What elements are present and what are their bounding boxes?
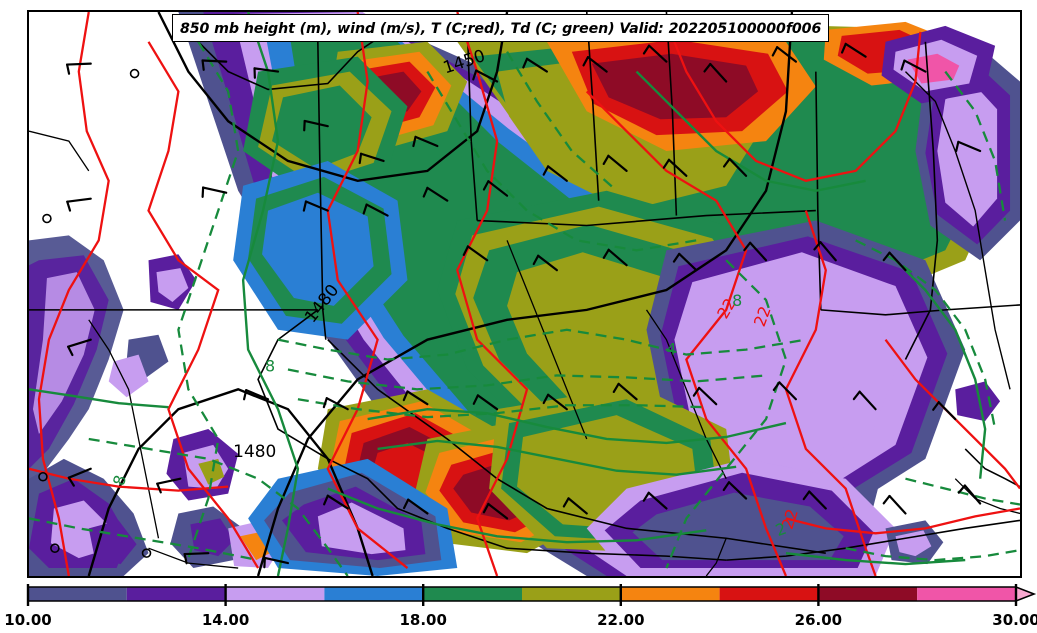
colorbar-segment bbox=[917, 587, 1016, 601]
colorbar-segment bbox=[28, 587, 127, 601]
colorbar-tick-label: 14.00 bbox=[202, 611, 249, 629]
colorbar-segment bbox=[225, 587, 325, 601]
svg-text:8: 8 bbox=[732, 291, 742, 310]
colorbar-extend-arrow bbox=[1016, 587, 1034, 601]
colorbar-segment bbox=[423, 587, 522, 601]
map-canvas: 1450 1480 1480 22 22 22 bbox=[29, 12, 1020, 576]
temperature-contours bbox=[29, 12, 1020, 576]
colorbar-tick-label: 26.00 bbox=[795, 611, 842, 629]
svg-text:8: 8 bbox=[109, 473, 130, 488]
colorbar-segment bbox=[719, 587, 819, 601]
colorbar-ticks: 10.00 14.00 18.00 22.00 26.00 30.00 bbox=[4, 584, 1037, 629]
colorbar-svg: 10.00 14.00 18.00 22.00 26.00 30.00 bbox=[4, 584, 1037, 629]
svg-text:1480: 1480 bbox=[233, 441, 276, 461]
colorbar-tick-label: 22.00 bbox=[597, 611, 644, 629]
svg-text:4: 4 bbox=[666, 340, 676, 359]
map-panel: 1450 1480 1480 22 22 22 bbox=[27, 10, 1022, 578]
colorbar-segment bbox=[620, 587, 720, 601]
dewpoint-contours-solid bbox=[29, 12, 987, 576]
dewpoint-label: 8 bbox=[109, 473, 130, 488]
dewpoint-contours bbox=[29, 41, 1020, 576]
colorbar-segment bbox=[324, 587, 424, 601]
colorbar-segments bbox=[27, 586, 1037, 602]
dewpoint-label: 4 bbox=[666, 340, 676, 359]
svg-text:8: 8 bbox=[265, 356, 275, 375]
wind-speed-shading bbox=[29, 12, 1020, 576]
colorbar-segment bbox=[818, 587, 918, 601]
colorbar-tick-label: 18.00 bbox=[399, 611, 446, 629]
colorbar-tick-label: 10.00 bbox=[4, 611, 51, 629]
colorbar-segment bbox=[522, 587, 621, 601]
height-contours bbox=[87, 12, 794, 576]
colorbar-tick-label: 30.00 bbox=[992, 611, 1037, 629]
page-title: 850 mb height (m), wind (m/s), T (C;red)… bbox=[180, 21, 822, 37]
colorbar-segment bbox=[126, 587, 226, 601]
dewpoint-label: 8 bbox=[265, 356, 275, 375]
colorbar: 10.00 14.00 18.00 22.00 26.00 30.00 bbox=[0, 584, 1037, 633]
dewpoint-label: 8 bbox=[732, 291, 742, 310]
calm-station-markers bbox=[38, 68, 152, 558]
plot-title-box: 850 mb height (m), wind (m/s), T (C;red)… bbox=[172, 14, 830, 42]
height-label: 1480 bbox=[233, 441, 276, 461]
